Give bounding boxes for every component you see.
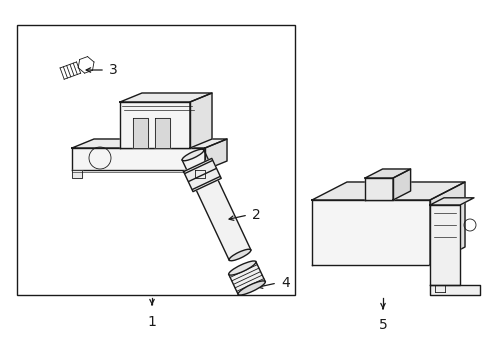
Polygon shape: [429, 205, 459, 285]
Ellipse shape: [182, 149, 203, 161]
Text: 2: 2: [251, 208, 260, 222]
Polygon shape: [365, 169, 410, 178]
Polygon shape: [155, 118, 170, 148]
Polygon shape: [311, 200, 429, 265]
Polygon shape: [72, 148, 204, 170]
Ellipse shape: [228, 261, 255, 275]
Polygon shape: [120, 93, 212, 102]
Polygon shape: [120, 102, 190, 148]
Ellipse shape: [238, 281, 265, 295]
Polygon shape: [190, 93, 212, 148]
Polygon shape: [311, 182, 464, 200]
Bar: [17, 25, 294, 295]
Text: 3: 3: [109, 63, 118, 77]
Polygon shape: [72, 170, 82, 178]
Polygon shape: [365, 178, 392, 200]
Polygon shape: [195, 170, 204, 178]
Polygon shape: [72, 139, 226, 148]
Polygon shape: [392, 169, 410, 200]
Polygon shape: [429, 198, 473, 205]
Text: 5: 5: [378, 318, 386, 332]
Polygon shape: [429, 285, 479, 295]
Text: 1: 1: [147, 315, 156, 329]
Text: 4: 4: [281, 276, 289, 290]
Ellipse shape: [228, 249, 250, 261]
Polygon shape: [133, 118, 148, 148]
Polygon shape: [429, 182, 464, 265]
Polygon shape: [204, 139, 226, 170]
Polygon shape: [183, 158, 221, 192]
Polygon shape: [182, 150, 250, 260]
Polygon shape: [228, 262, 264, 294]
